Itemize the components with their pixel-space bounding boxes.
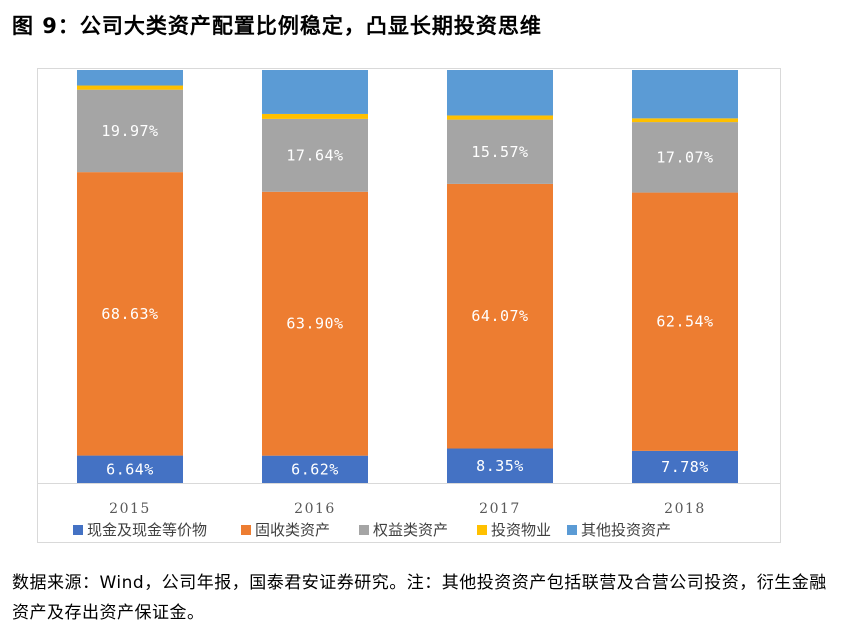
bar-segment [77, 70, 183, 86]
x-tick-label: 2016 [294, 501, 336, 517]
x-tick-label: 2017 [479, 501, 521, 517]
bar-segment [447, 183, 553, 449]
data-label: 8.35% [476, 457, 524, 475]
legend-item: 权益类资产 [359, 521, 448, 539]
bar-segment [447, 448, 553, 483]
stacked-bar-chart: 6.64% 68.63% 19.97% 2015 6.62% 63.90% 17.64% 20… [37, 70, 781, 539]
legend-swatch [241, 525, 251, 535]
x-tick-label: 2018 [664, 501, 706, 517]
data-label: 64.07% [471, 307, 528, 325]
bar-segment [262, 118, 368, 192]
bar-segment [77, 172, 183, 456]
bar-segment [632, 192, 738, 451]
bar-segment [632, 122, 738, 193]
legend-label: 权益类资产 [373, 521, 448, 539]
legend-swatch [359, 525, 369, 535]
data-label: 15.57% [471, 143, 528, 161]
data-label: 7.78% [661, 458, 709, 476]
bar-segment [77, 455, 183, 483]
bar-segment [77, 85, 183, 90]
bar-segment [262, 113, 368, 119]
data-label: 6.64% [106, 460, 154, 478]
bar-segment [447, 115, 553, 120]
chart-title: 图 9：公司大类资产配置比例稳定，凸显长期投资思维 [12, 14, 542, 38]
data-label: 17.07% [656, 148, 713, 166]
bar-segment [77, 89, 183, 173]
bar-segment [447, 119, 553, 184]
data-label: 17.64% [286, 146, 343, 164]
bar-segment [632, 450, 738, 483]
legend-item: 固收类资产 [241, 521, 330, 539]
legend-item: 其他投资资产 [567, 521, 671, 539]
legend-item: 现金及现金等价物 [73, 521, 207, 539]
legend-swatch [477, 525, 487, 535]
bar-segment [262, 455, 368, 483]
legend-item: 投资物业 [477, 521, 551, 539]
data-label: 19.97% [101, 122, 158, 140]
legend-label: 现金及现金等价物 [87, 521, 207, 539]
data-label: 62.54% [656, 313, 713, 331]
legend-label: 其他投资资产 [581, 521, 671, 539]
legend-label: 固收类资产 [255, 521, 330, 539]
bar-segment [262, 191, 368, 456]
bar-segment [632, 118, 738, 123]
chart-frame [37, 68, 781, 543]
bar-segment [632, 70, 738, 119]
data-label: 68.63% [101, 305, 158, 323]
x-tick-label: 2015 [109, 501, 151, 517]
data-label: 63.90% [286, 315, 343, 333]
bar-segment [447, 70, 553, 116]
legend-swatch [73, 525, 83, 535]
data-label: 6.62% [291, 460, 339, 478]
legend-label: 投资物业 [491, 521, 551, 539]
bar-segment [262, 70, 368, 114]
source-note: 数据来源：Wind，公司年报，国泰君安证券研究。注：其他投资资产包括联营及合营公… [12, 573, 827, 623]
legend-swatch [567, 525, 577, 535]
